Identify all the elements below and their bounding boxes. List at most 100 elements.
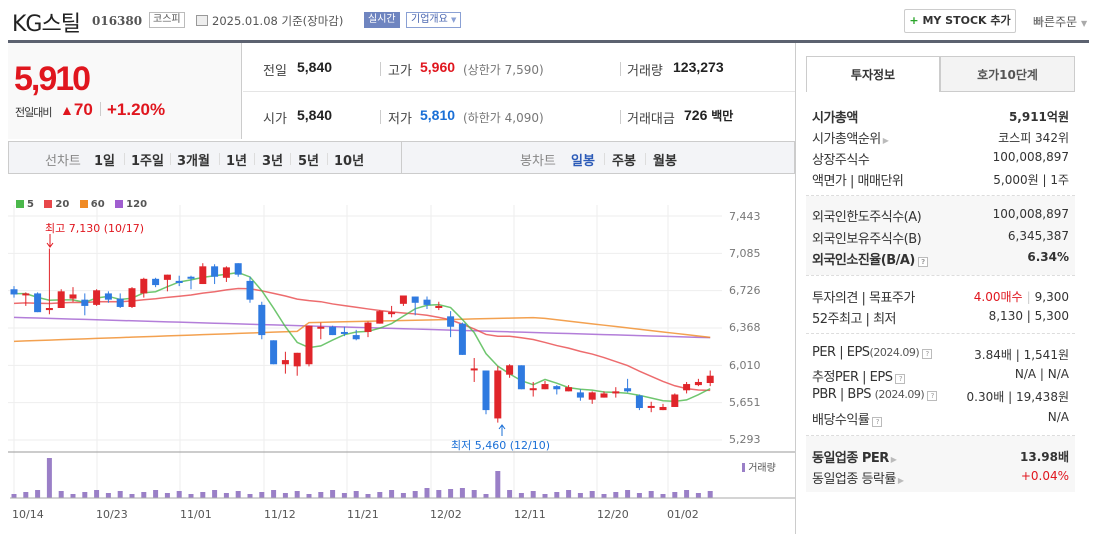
chevron-down-icon: ▼ [1081,19,1088,28]
row-divider [243,91,795,92]
pbr-text: PBR | BPS [812,387,871,402]
header-divider [8,40,1089,43]
open-value: 5,840 [297,107,333,123]
divider [254,153,255,165]
period-10y[interactable]: 10년 [334,154,365,169]
est-per-label: 추정PER | EPS? [812,366,906,385]
sector-change-value: +0.04% [1020,469,1069,483]
52w-value: 8,130 | 5,300 [988,309,1069,323]
divider [290,153,291,165]
market-cap-rank-value: 코스피 342위 [998,131,1069,145]
prev-close-value: 5,840 [297,59,333,75]
help-icon[interactable]: ? [927,391,938,401]
candle-chart-label: 봉차트 [520,154,556,169]
period-1y[interactable]: 1년 [226,154,248,169]
dividend-value: N/A [1047,410,1069,424]
plus-icon: + [909,14,919,27]
upper-limit: (상한가 7,590) [463,63,544,77]
divider [604,153,605,165]
legend-swatch [742,463,745,472]
x-tick: 01/02 [667,508,699,521]
candle-daily[interactable]: 일봉 [571,154,595,169]
candle-monthly[interactable]: 월봉 [653,154,677,169]
add-my-stock-button[interactable]: + MY STOCK 추가 [904,9,1016,33]
price-box [8,43,242,139]
x-tick: 10/23 [96,508,128,521]
opinion-label: 투자의견 | 목표주가 [812,291,915,306]
up-arrow-icon: ▲ [60,102,74,118]
low-value: 5,810 [420,107,456,123]
x-tick: 12/20 [597,508,629,521]
panel-divider [795,43,796,534]
y-tick: 7,085 [729,247,761,260]
help-icon[interactable]: ? [922,349,933,359]
legend-item-ma60: 60 [79,199,105,210]
par-value-value: 5,000원 | 1주 [993,173,1069,187]
period-1w[interactable]: 1주일 [131,154,164,169]
candlesticks [10,248,714,423]
per-label: PER | EPS(2024.09)? [812,345,933,360]
trade-value-amount: 726 [684,107,708,123]
foreign-limit-label: 외국인한도주식수(A) [812,210,922,225]
market-cap-rank-link[interactable]: 시가총액순위 ▶ [812,128,889,147]
tab-orderbook[interactable]: 호가10단계 [940,56,1075,92]
sector-per-link[interactable]: 동일업종 PER ▶ [812,447,897,466]
divider [327,153,328,165]
y-tick: 7,443 [729,210,761,223]
market-cap-label: 시가총액 [812,111,858,126]
high-value: 5,960 [420,59,456,75]
volume-legend: 거래량 [742,459,776,474]
period-1d[interactable]: 1일 [94,154,116,169]
help-icon[interactable]: ? [895,374,906,384]
high-annotation: 최고 7,130 (10/17) [45,222,145,235]
period-5y[interactable]: 5년 [298,154,320,169]
x-tick: 11/21 [347,508,379,521]
market-cap-value: 5,911억원 [1008,110,1069,124]
y-tick: 5,293 [729,433,761,446]
legend-swatch [16,200,24,208]
sector-per-label: 동일업종 PER [812,451,889,466]
y-tick: 5,651 [729,396,761,409]
y-tick: 6,726 [729,284,761,297]
change-amount: 70 [73,100,93,119]
pbr-label: PBR | BPS (2024.09)? [812,387,938,402]
foreign-ratio-value: 6.34% [1027,250,1069,264]
foreign-holding-value: 6,345,387 [1007,229,1069,243]
legend-label: 5 [27,199,34,210]
tab-investment-info[interactable]: 투자정보 [806,56,940,92]
high-label: 고가 [388,64,412,79]
chart-grid [8,205,722,498]
help-icon[interactable]: ? [917,257,928,267]
company-overview-label: 기업개요 [411,14,448,25]
sector-change-link[interactable]: 동일업종 등락률 ▶ [812,468,904,487]
realtime-button[interactable]: 실시간 [364,12,400,28]
period-3m[interactable]: 3개월 [177,154,210,169]
divider [380,62,381,76]
divider [806,435,1075,436]
per-text: PER | EPS [812,345,870,360]
foreign-ratio-text: 외국인소진율(B/A) [812,253,915,268]
caret-right-icon: ▶ [882,136,889,145]
legend-swatch [115,200,124,208]
company-overview-dropdown[interactable]: 기업개요 ▼ [406,12,462,28]
trade-value-label: 거래대금 [627,112,675,127]
lower-limit: (하한가 4,090) [463,111,544,125]
y-tick: 6,368 [729,321,761,334]
divider [806,195,1075,196]
price-chart[interactable] [0,0,795,534]
ma-legend: 5 20 60 120 [16,199,147,210]
low-annotation: 최저 5,460 (12/10) [451,439,551,452]
quick-order-dropdown[interactable]: 빠른주문 ▼ [1033,13,1087,30]
help-icon[interactable]: ? [872,417,883,427]
pbr-period: (2024.09) [874,388,925,401]
listed-shares-label: 상장주식수 [812,153,870,168]
price-change: ▲70 [60,100,93,120]
par-value-label: 액면가 | 매매단위 [812,174,904,189]
52w-label: 52주최고 | 최저 [812,312,897,327]
dividend-label: 배당수익률? [812,409,883,428]
as-of-date: 2025.01.08 기준(장마감) [212,14,344,28]
divider [806,333,1075,334]
market-cap-rank-label: 시가총액순위 [812,132,881,147]
period-3y[interactable]: 3년 [262,154,284,169]
candle-weekly[interactable]: 주봉 [612,154,636,169]
